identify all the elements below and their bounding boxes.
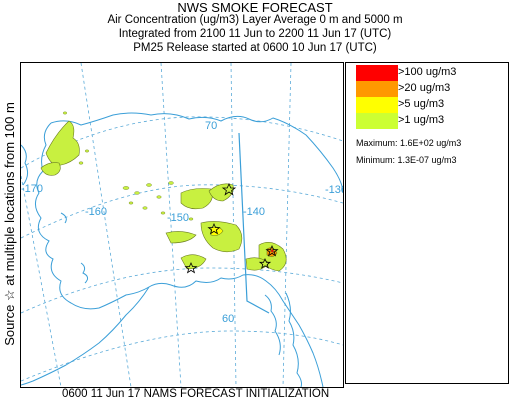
smoke-speck bbox=[168, 181, 174, 185]
alaska-peninsula bbox=[21, 286, 150, 386]
source-star-icon bbox=[265, 245, 279, 257]
legend-minimum: Minimum: 1.3E-07 ug/m3 bbox=[356, 155, 457, 165]
smoke-speck bbox=[142, 206, 148, 210]
smoke-speck bbox=[134, 191, 140, 195]
legend-swatch-5 bbox=[356, 97, 398, 113]
smoke-speck bbox=[160, 211, 166, 215]
longitude-line-130 bbox=[282, 63, 292, 387]
latitude-line-60 bbox=[21, 267, 343, 314]
source-star-icon bbox=[184, 262, 198, 274]
legend-label-20: >20 ug/m3 bbox=[398, 82, 451, 94]
lon-label-130: -130 bbox=[325, 184, 343, 196]
plume-south bbox=[180, 254, 207, 270]
southern-coast bbox=[170, 274, 324, 387]
lon-label-160: -160 bbox=[85, 206, 107, 218]
nunivak-island bbox=[80, 262, 89, 284]
source-star-icon bbox=[258, 258, 272, 269]
plume-southwest bbox=[165, 231, 197, 244]
longitude-line-170 bbox=[21, 173, 62, 387]
panhandle-coast bbox=[285, 292, 302, 387]
plume-central bbox=[180, 188, 213, 210]
smoke-speck bbox=[84, 149, 89, 153]
st-lawrence-island bbox=[60, 212, 67, 224]
longitude-line-150 bbox=[160, 63, 182, 387]
concentration-description: Air Concentration (ug/m3) Layer Average … bbox=[107, 14, 403, 26]
legend: >100 ug/m3 >20 ug/m3 >5 ug/m3 >1 ug/m3 M… bbox=[345, 62, 509, 384]
source-markers bbox=[184, 183, 279, 274]
latitude-line-55 bbox=[21, 330, 343, 382]
release-start: PM25 Release started at 0600 10 Jun 17 (… bbox=[133, 42, 377, 54]
smoke-specks bbox=[63, 111, 194, 221]
plume-kenai bbox=[200, 221, 243, 253]
lon-label-170: -170 bbox=[21, 183, 43, 195]
legend-label-5: >5 ug/m3 bbox=[398, 98, 445, 110]
smoke-speck bbox=[122, 186, 130, 190]
panhandle-islands bbox=[264, 294, 281, 356]
longitude-line-160 bbox=[80, 63, 132, 387]
forecast-initialization: 0600 11 Jun 17 NAMS FORECAST INITIALIZAT… bbox=[62, 388, 330, 400]
map-canvas: -170 -160 -150 -140 -130 70 60 bbox=[21, 63, 343, 387]
siberia-coast bbox=[21, 144, 29, 186]
legend-label-1: >1 ug/m3 bbox=[398, 114, 445, 126]
latitude-line-65 bbox=[21, 184, 343, 239]
smoke-speck bbox=[188, 217, 194, 221]
smoke-speck bbox=[63, 111, 68, 115]
arctic-coast bbox=[50, 112, 343, 194]
smoke-speck bbox=[128, 201, 134, 205]
plume-northwest-b bbox=[40, 162, 61, 176]
lon-label-150: -150 bbox=[167, 212, 189, 224]
source-label: Source ☆ at multiple locations from 100 … bbox=[2, 62, 18, 386]
legend-maximum: Maximum: 1.6E+02 ug/m3 bbox=[356, 138, 462, 148]
lat-label-60: 60 bbox=[222, 313, 234, 325]
smoke-speck bbox=[146, 183, 152, 187]
legend-swatch-1 bbox=[356, 113, 398, 129]
source-label-text: Source ☆ at multiple locations from 100 … bbox=[2, 102, 17, 346]
legend-swatch-100 bbox=[356, 65, 398, 81]
smoke-plumes bbox=[40, 120, 287, 272]
smoke-speck bbox=[156, 195, 162, 199]
smoke-speck bbox=[78, 161, 84, 165]
plume-northwest bbox=[45, 120, 80, 166]
smoke-map: -170 -160 -150 -140 -130 70 60 bbox=[20, 62, 344, 388]
graticule bbox=[21, 63, 343, 387]
lat-label-70: 70 bbox=[205, 120, 217, 132]
integration-period: Integrated from 2100 11 Jun to 2200 11 J… bbox=[118, 28, 392, 40]
legend-swatch-20 bbox=[356, 81, 398, 97]
lon-label-140: -140 bbox=[243, 206, 265, 218]
forecast-title: NWS SMOKE FORECAST bbox=[177, 0, 333, 15]
source-star-icon bbox=[221, 183, 237, 196]
plume-panhandle-peak bbox=[269, 248, 275, 254]
grid-labels: -170 -160 -150 -140 -130 70 60 bbox=[21, 120, 343, 325]
source-star-icon bbox=[207, 223, 221, 235]
legend-label-100: >100 ug/m3 bbox=[398, 66, 457, 78]
canada-us-border bbox=[238, 132, 270, 314]
